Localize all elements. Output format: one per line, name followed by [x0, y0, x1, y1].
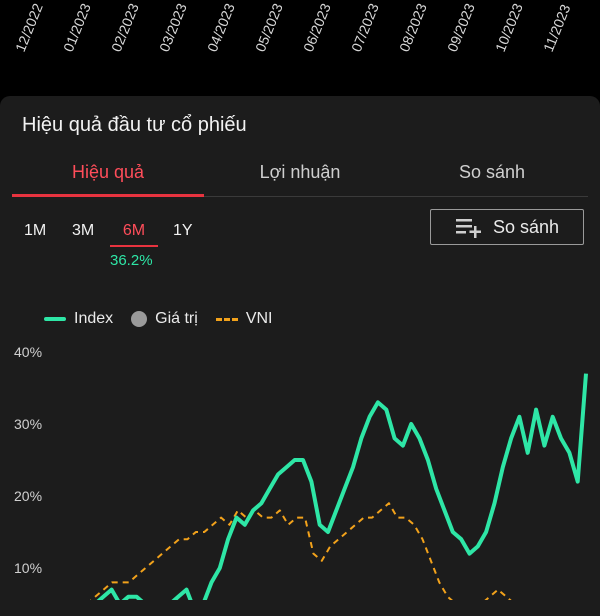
- legend-item-gia-tri[interactable]: Giá trị: [131, 310, 198, 328]
- top-x-axis: 12/2022 01/2023 02/2023 03/2023 04/2023 05/20…: [0, 0, 600, 86]
- top-axis-tick-label: 11/2023: [540, 2, 574, 54]
- performance-line-chart: 40% 30% 20% 10%: [14, 344, 588, 600]
- y-axis-tick-label: 10%: [14, 560, 42, 576]
- legend-label: VNI: [245, 310, 273, 327]
- tab-hieu-qua[interactable]: Hiệu quả: [12, 156, 204, 197]
- period-1y[interactable]: 1Y: [173, 222, 193, 240]
- top-axis-tick-label: 10/2023: [492, 1, 526, 54]
- playlist-add-icon: [455, 219, 481, 238]
- top-axis-tick-label: 05/2023: [252, 1, 286, 54]
- investment-performance-card: Hiệu quả đầu tư cổ phiếu Hiệu quả Lợi nh…: [0, 96, 600, 616]
- legend-swatch: [131, 311, 148, 327]
- chart-legend: Index Giá trị VNI: [44, 310, 290, 328]
- period-label: 3M: [72, 222, 95, 239]
- tab-label: So sánh: [458, 162, 526, 182]
- top-axis-tick-label: 08/2023: [396, 1, 430, 54]
- y-axis-tick-label: 20%: [14, 488, 42, 504]
- y-axis-tick-label: 30%: [14, 416, 42, 432]
- top-axis-tick-label: 09/2023: [444, 1, 478, 54]
- top-axis-tick-label: 03/2023: [156, 1, 190, 54]
- top-axis-tick-label: 02/2023: [108, 1, 142, 54]
- compare-button-label: So sánh: [492, 216, 560, 237]
- legend-label: Giá trị: [155, 310, 198, 327]
- tab-label: Hiệu quả: [71, 162, 145, 182]
- top-axis-tick-label: 12/2022: [12, 1, 46, 54]
- period-label: 6M: [122, 222, 146, 239]
- top-axis-tick-label: 06/2023: [300, 1, 334, 54]
- tab-so-sanh[interactable]: So sánh: [396, 156, 588, 196]
- active-period-underline: [110, 245, 158, 247]
- period-label: 1Y: [173, 222, 193, 239]
- period-1m[interactable]: 1M: [24, 222, 46, 240]
- tab-bar: Hiệu quả Lợi nhuận So sánh: [12, 156, 588, 197]
- period-return-value: 36.2%: [110, 252, 153, 269]
- legend-label: Index: [74, 310, 114, 327]
- y-axis-tick-label: 40%: [14, 344, 42, 360]
- card-title: Hiệu quả đầu tư cổ phiếu: [22, 114, 247, 136]
- legend-swatch: [44, 317, 66, 321]
- compare-button[interactable]: So sánh: [430, 209, 584, 245]
- legend-item-index[interactable]: Index: [44, 310, 113, 328]
- top-axis-tick-label: 04/2023: [204, 1, 238, 54]
- legend-swatch: [215, 317, 238, 321]
- period-3m[interactable]: 3M: [72, 222, 94, 240]
- tab-label: Lợi nhuận: [259, 162, 341, 182]
- period-label: 1M: [24, 222, 47, 239]
- legend-item-vni[interactable]: VNI: [215, 310, 273, 328]
- top-axis-tick-label: 01/2023: [60, 1, 94, 54]
- period-6m[interactable]: 6M: [110, 222, 158, 247]
- top-axis-tick-label: 07/2023: [348, 1, 382, 54]
- index-series-line: [96, 373, 588, 600]
- tab-loi-nhuan[interactable]: Lợi nhuận: [204, 156, 396, 196]
